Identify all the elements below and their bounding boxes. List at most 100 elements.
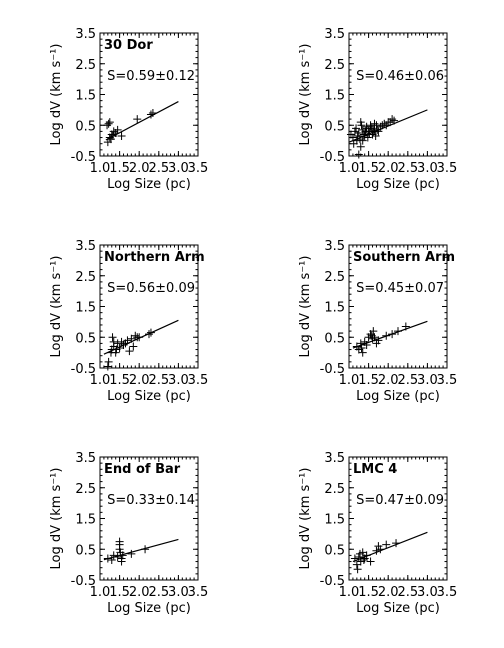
y-tick-label: -0.5 bbox=[71, 574, 96, 589]
x-tick-label: 2.5 bbox=[397, 585, 418, 600]
data-point bbox=[394, 327, 402, 336]
y-tick-label: 0.5 bbox=[324, 331, 345, 346]
data-point bbox=[367, 331, 376, 340]
data-point bbox=[380, 119, 389, 128]
slope-annotation: S=0.33±0.14 bbox=[107, 493, 195, 508]
slope-annotation: S=0.46±0.06 bbox=[356, 69, 444, 84]
y-tick-label: 1.5 bbox=[324, 301, 345, 316]
panel-title: LMC 4 bbox=[353, 462, 397, 477]
x-tick-label: 3.5 bbox=[188, 161, 209, 176]
x-axis-label: Log Size (pc) bbox=[356, 601, 440, 616]
slope-annotation: S=0.45±0.07 bbox=[356, 281, 444, 296]
x-tick-label: 3.0 bbox=[168, 373, 189, 388]
x-tick-label: 1.0 bbox=[339, 585, 360, 600]
data-point bbox=[363, 133, 372, 142]
data-point bbox=[362, 340, 371, 349]
x-tick-label: 1.5 bbox=[358, 373, 379, 388]
x-tick-label: 3.0 bbox=[168, 585, 189, 600]
y-tick-label: 3.5 bbox=[75, 451, 96, 466]
x-tick-label: 1.5 bbox=[358, 585, 379, 600]
y-tick-label: 1.5 bbox=[75, 513, 96, 528]
x-tick-label: 1.0 bbox=[339, 373, 360, 388]
data-points bbox=[103, 328, 155, 371]
x-tick-label: 3.5 bbox=[437, 585, 458, 600]
x-tick-label: 1.5 bbox=[109, 161, 130, 176]
x-tick-label: 2.5 bbox=[148, 585, 169, 600]
x-tick-label: 3.0 bbox=[417, 585, 438, 600]
data-point bbox=[356, 142, 365, 151]
x-tick-label: 2.0 bbox=[378, 373, 399, 388]
data-point bbox=[107, 556, 116, 565]
y-tick-label: 0.5 bbox=[324, 543, 345, 558]
y-tick-label: 3.5 bbox=[324, 451, 345, 466]
x-tick-label: 2.0 bbox=[378, 585, 399, 600]
x-tick-label: 3.0 bbox=[417, 161, 438, 176]
data-point bbox=[119, 340, 128, 349]
data-points bbox=[350, 539, 401, 574]
x-axis-label: Log Size (pc) bbox=[107, 389, 191, 404]
x-tick-label: 3.5 bbox=[188, 373, 209, 388]
data-point bbox=[148, 108, 157, 117]
x-axis-label: Log Size (pc) bbox=[107, 601, 191, 616]
y-tick-label: 2.5 bbox=[324, 58, 345, 73]
panel-title: 30 Dor bbox=[104, 38, 153, 53]
data-point bbox=[369, 327, 378, 336]
data-point bbox=[386, 118, 395, 127]
x-axis-label: Log Size (pc) bbox=[356, 389, 440, 404]
data-point bbox=[352, 124, 361, 133]
data-point bbox=[350, 554, 359, 563]
data-point bbox=[366, 557, 375, 566]
y-tick-label: 0.5 bbox=[75, 119, 96, 134]
slope-annotation: S=0.47±0.09 bbox=[356, 493, 444, 508]
y-tick-label: 2.5 bbox=[75, 270, 96, 285]
y-tick-label: 3.5 bbox=[75, 27, 96, 42]
data-point bbox=[121, 339, 130, 348]
data-point bbox=[104, 357, 113, 366]
x-tick-label: 2.0 bbox=[129, 161, 150, 176]
data-point bbox=[376, 545, 385, 554]
y-tick-label: 3.5 bbox=[324, 27, 345, 42]
data-point bbox=[106, 348, 115, 357]
data-point bbox=[390, 116, 399, 125]
data-point bbox=[103, 554, 112, 563]
data-point bbox=[357, 344, 366, 353]
data-point bbox=[109, 127, 118, 136]
data-point bbox=[146, 110, 155, 119]
data-point bbox=[355, 549, 364, 558]
y-tick-label: 1.5 bbox=[324, 89, 345, 104]
y-tick-label: 1.5 bbox=[75, 89, 96, 104]
y-axis-label: Log dV (km s⁻¹) bbox=[298, 468, 313, 570]
y-tick-label: 3.5 bbox=[324, 239, 345, 254]
data-point bbox=[105, 118, 114, 127]
data-point bbox=[382, 331, 391, 340]
data-point bbox=[353, 565, 362, 574]
y-axis-label: Log dV (km s⁻¹) bbox=[298, 256, 313, 358]
x-tick-label: 2.5 bbox=[397, 373, 418, 388]
x-tick-label: 1.0 bbox=[339, 161, 360, 176]
x-tick-label: 3.5 bbox=[188, 585, 209, 600]
y-tick-label: 1.5 bbox=[75, 301, 96, 316]
y-tick-label: -0.5 bbox=[71, 150, 96, 165]
data-point bbox=[133, 115, 142, 124]
data-point bbox=[372, 546, 381, 555]
data-point bbox=[109, 337, 118, 346]
x-tick-label: 1.5 bbox=[109, 585, 130, 600]
data-point bbox=[118, 551, 127, 560]
data-point bbox=[146, 328, 155, 337]
data-point bbox=[141, 545, 150, 554]
data-point bbox=[108, 132, 117, 141]
y-tick-label: -0.5 bbox=[320, 574, 345, 589]
x-tick-label: 2.5 bbox=[397, 161, 418, 176]
data-point bbox=[127, 549, 136, 558]
data-point bbox=[104, 119, 113, 128]
y-tick-label: 2.5 bbox=[75, 482, 96, 497]
y-tick-label: 0.5 bbox=[75, 331, 96, 346]
y-axis-label: Log dV (km s⁻¹) bbox=[49, 468, 64, 570]
data-point bbox=[349, 139, 358, 148]
y-tick-label: 0.5 bbox=[324, 119, 345, 134]
slope-annotation: S=0.59±0.12 bbox=[107, 69, 195, 84]
